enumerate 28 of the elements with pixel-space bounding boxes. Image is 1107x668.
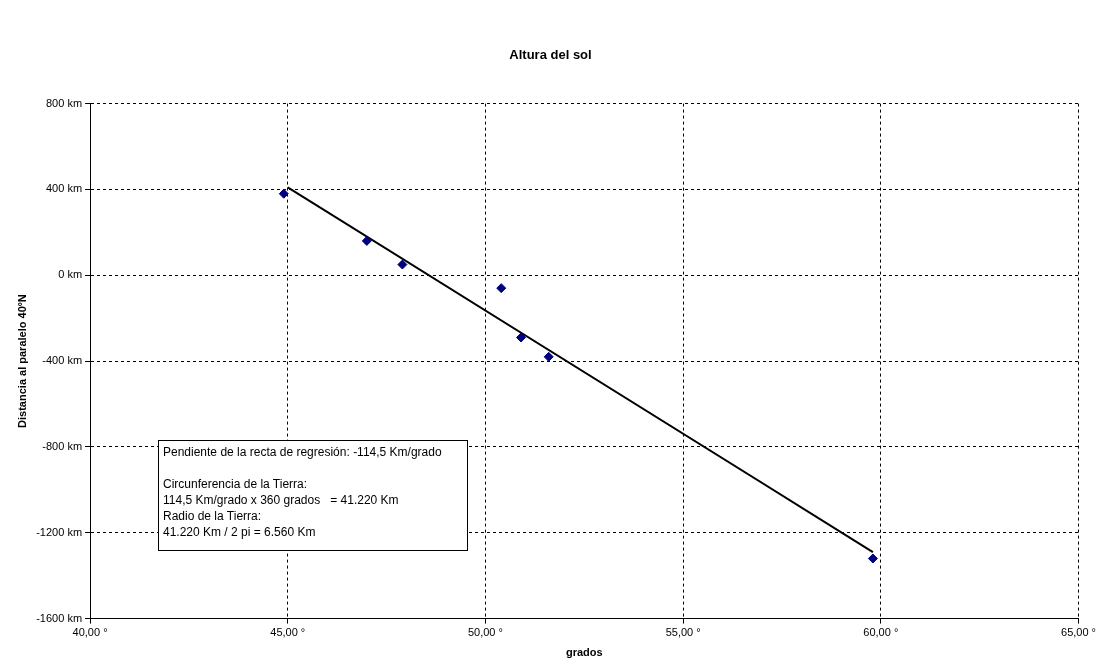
y-tick-label: 400 km (45, 182, 83, 195)
x-tick-label: 45,00 ° (270, 626, 306, 639)
x-tick-label: 55,00 ° (665, 626, 701, 639)
y-tick-label: -1600 km (36, 611, 83, 624)
x-tick-label: 60,00 ° (863, 626, 899, 639)
x-tick-label: 65,00 ° (1061, 626, 1096, 639)
point (361, 235, 372, 246)
y-tick-label: -800 km (42, 439, 83, 452)
y-tick-label: -1200 km (36, 525, 83, 538)
y-tick-label: 800 km (45, 96, 83, 109)
point (397, 259, 408, 270)
y-tick-label: -400 km (42, 354, 83, 367)
chart-title: Altura del sol (509, 47, 592, 63)
annotation: Pendiente de la recta de regresión: -114,5 Km/grado (163, 444, 443, 460)
point (516, 332, 527, 343)
annotation: 41.220 Km / 2 pi = 6.560 Km (163, 524, 317, 540)
annotation: Radio de la Tierra: (163, 508, 263, 524)
point (496, 283, 507, 294)
x-axis-title: grados (565, 646, 603, 659)
x-tick-label: 40,00 ° (72, 626, 108, 639)
annotation: 114,5 Km/grado x 360 grados = 41.220 Km (163, 492, 400, 508)
point (278, 188, 289, 199)
y-tick-label: 0 km (58, 268, 83, 281)
point (867, 553, 878, 564)
point (543, 351, 554, 362)
x-tick-label: 50,00 ° (467, 626, 503, 639)
y-axis-title: Distancia al paralelo 40ºN (15, 294, 28, 428)
annotation: Circunferencia de la Tierra: (163, 476, 309, 492)
